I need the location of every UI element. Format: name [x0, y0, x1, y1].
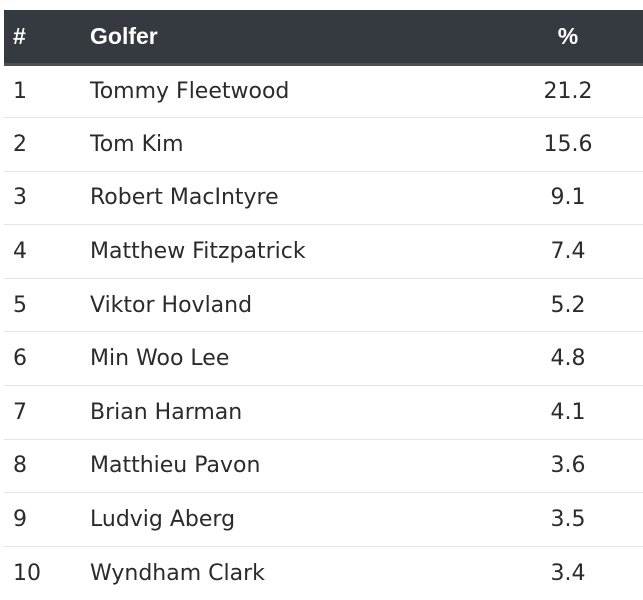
golfer-cell: Robert MacIntyre	[90, 185, 279, 211]
rank-cell: 6	[13, 346, 27, 372]
header-percent[interactable]: %	[493, 10, 643, 66]
percent-cell: 3.5	[550, 507, 586, 533]
percent-cell: 7.4	[550, 239, 586, 265]
table-row: 5 Viktor Hovland 5.2	[4, 278, 643, 332]
golfer-cell: Tom Kim	[90, 131, 184, 157]
golfer-cell: Ludvig Aberg	[90, 507, 236, 533]
table-row: 10 Wyndham Clark 3.4	[4, 546, 643, 600]
percent-cell: 3.4	[550, 560, 586, 586]
percent-cell: 3.6	[550, 453, 586, 479]
table-row: 7 Brian Harman 4.1	[4, 386, 643, 440]
rank-cell: 2	[13, 131, 27, 157]
percent-cell: 15.6	[543, 131, 593, 157]
rank-cell: 4	[13, 239, 27, 265]
golfer-cell: Viktor Hovland	[90, 292, 253, 318]
table-row: 3 Robert MacIntyre 9.1	[4, 171, 643, 225]
golfer-cell: Matthieu Pavon	[90, 453, 261, 479]
golfer-cell: Wyndham Clark	[90, 560, 265, 586]
rank-cell: 8	[13, 453, 27, 479]
percent-cell: 21.2	[543, 78, 593, 104]
header-golfer[interactable]: Golfer	[90, 10, 493, 66]
table-row: 2 Tom Kim 15.6	[4, 118, 643, 172]
golfer-cell: Min Woo Lee	[90, 346, 230, 372]
table-row: 6 Min Woo Lee 4.8	[4, 332, 643, 386]
table-row: 9 Ludvig Aberg 3.5	[4, 493, 643, 547]
rank-cell: 3	[13, 185, 27, 211]
table-row: 1 Tommy Fleetwood 21.2	[4, 64, 643, 118]
golfer-cell: Matthew Fitzpatrick	[90, 239, 306, 265]
table-body: 1 Tommy Fleetwood 21.2 2 Tom Kim 15.6 3 …	[4, 64, 643, 600]
rank-cell: 7	[13, 399, 27, 425]
table-row: 4 Matthew Fitzpatrick 7.4	[4, 225, 643, 279]
header-row: # Golfer %	[4, 10, 643, 66]
percent-cell: 4.1	[550, 399, 586, 425]
golfer-percentage-table: # Golfer % 1 Tommy Fleetwood 21.2 2 Tom …	[4, 10, 643, 600]
table-header: # Golfer %	[4, 10, 643, 66]
header-rank[interactable]: #	[4, 10, 90, 66]
percent-cell: 5.2	[550, 292, 586, 318]
golfer-cell: Tommy Fleetwood	[90, 78, 290, 104]
rank-cell: 1	[13, 78, 27, 104]
golfer-cell: Brian Harman	[90, 399, 243, 425]
percent-cell: 9.1	[550, 185, 586, 211]
rank-cell: 5	[13, 292, 27, 318]
rank-cell: 10	[13, 560, 41, 586]
rank-cell: 9	[13, 507, 27, 533]
table-row: 8 Matthieu Pavon 3.6	[4, 439, 643, 493]
percent-cell: 4.8	[550, 346, 586, 372]
